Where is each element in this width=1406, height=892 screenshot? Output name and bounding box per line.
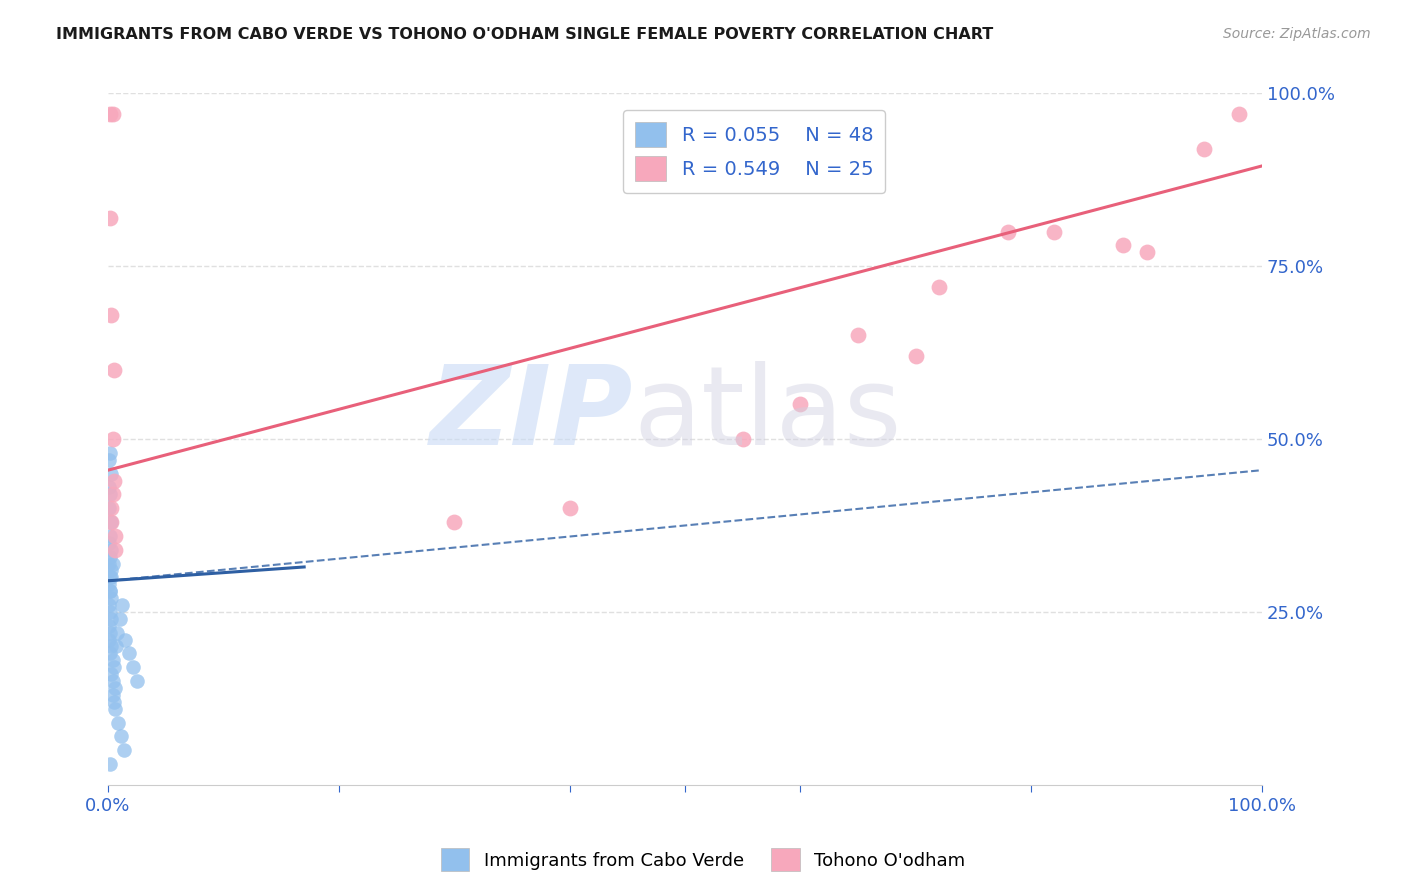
Point [110, 730, 132, 744]
Point [122, 660, 145, 674]
Point [100, 640, 122, 654]
Point [125, 674, 148, 689]
Point [101, 688, 124, 702]
Point [105, 640, 128, 654]
Point [100, 667, 122, 681]
Point [118, 646, 141, 660]
Point [98, 605, 121, 619]
Point [101, 674, 124, 689]
Text: ZIP: ZIP [429, 361, 633, 468]
Point [997, 225, 1019, 239]
Point [101, 557, 124, 571]
Point [100, 515, 122, 529]
Point [101, 432, 124, 446]
Point [1043, 225, 1066, 239]
Point [98, 535, 121, 549]
Point [104, 529, 127, 543]
Point [111, 598, 134, 612]
Point [114, 632, 136, 647]
Point [904, 349, 927, 363]
Point [98, 452, 121, 467]
Point [558, 501, 581, 516]
Point [1227, 107, 1250, 121]
Point [98, 570, 121, 584]
Point [98, 529, 121, 543]
Point [98, 646, 121, 660]
Point [103, 695, 125, 709]
Point [100, 591, 122, 605]
Point [104, 542, 127, 557]
Point [98, 584, 121, 599]
Point [98, 549, 121, 564]
Point [105, 625, 128, 640]
Point [112, 743, 135, 757]
Point [1192, 142, 1215, 156]
Point [928, 280, 950, 294]
Point [103, 363, 125, 377]
Point [100, 501, 122, 516]
Point [100, 467, 122, 481]
Legend: Immigrants from Cabo Verde, Tohono O'odham: Immigrants from Cabo Verde, Tohono O'odh… [433, 841, 973, 879]
Point [1112, 238, 1135, 252]
Point [98, 501, 121, 516]
Point [98, 480, 121, 494]
Point [108, 612, 131, 626]
Point [98, 487, 121, 501]
Point [100, 515, 122, 529]
Point [98, 598, 121, 612]
Point [104, 681, 127, 695]
Text: Source: ZipAtlas.com: Source: ZipAtlas.com [1223, 27, 1371, 41]
Point [103, 660, 125, 674]
Point [104, 702, 127, 716]
Point [443, 515, 465, 529]
Point [1135, 245, 1157, 260]
Legend: R = 0.055    N = 48, R = 0.549    N = 25: R = 0.055 N = 48, R = 0.549 N = 25 [623, 110, 884, 193]
Point [846, 328, 869, 343]
Point [100, 308, 122, 322]
Point [101, 107, 124, 121]
Point [98, 618, 121, 632]
Point [100, 612, 122, 626]
Point [100, 563, 122, 577]
Point [98, 211, 121, 225]
Point [789, 397, 811, 411]
Point [98, 577, 121, 591]
Point [98, 446, 121, 460]
Point [100, 542, 122, 557]
Point [98, 625, 121, 640]
Text: IMMIGRANTS FROM CABO VERDE VS TOHONO O'ODHAM SINGLE FEMALE POVERTY CORRELATION C: IMMIGRANTS FROM CABO VERDE VS TOHONO O'O… [56, 27, 994, 42]
Point [100, 570, 122, 584]
Text: atlas: atlas [633, 361, 901, 468]
Point [98, 632, 121, 647]
Point [107, 715, 129, 730]
Point [98, 584, 121, 599]
Point [98, 757, 121, 772]
Point [731, 432, 754, 446]
Point [98, 107, 121, 121]
Point [98, 557, 121, 571]
Point [101, 487, 124, 501]
Point [101, 653, 124, 667]
Point [103, 474, 125, 488]
